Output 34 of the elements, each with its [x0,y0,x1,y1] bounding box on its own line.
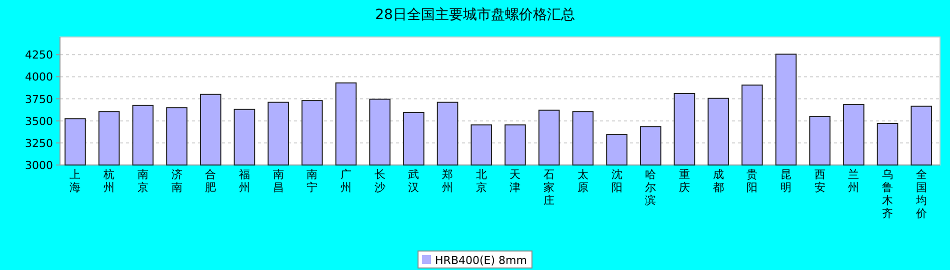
x-tick-label: 沈阳 [611,168,622,194]
y-tick-label: 4000 [25,70,53,84]
x-tick-label: 哈尔滨 [645,168,656,207]
x-tick-label: 南宁 [306,168,318,194]
y-tick-label: 4250 [25,48,53,62]
x-tick-label: 石家庄 [544,168,555,207]
x-tick-label: 合肥 [205,168,216,194]
x-tick-label: 武汉 [408,168,420,194]
x-tick-label: 兰州 [848,168,860,194]
x-tick-label: 南京 [137,168,148,194]
legend-label: HRB400(E) 8mm [435,254,527,267]
x-tick-label: 南昌 [272,168,284,194]
x-tick-label: 福州 [238,168,250,194]
x-tick-label: 济南 [171,168,182,194]
x-tick-label: 昆明 [780,168,792,194]
x-tick-label: 西安 [814,168,826,194]
y-tick-label: 3000 [25,159,53,172]
x-tick-label: 天津 [510,168,521,194]
x-tick-label: 全国均价 [914,168,927,220]
x-tick-label: 太原 [577,168,588,194]
x-tick-label: 郑州 [442,168,454,194]
x-tick-label: 成都 [712,168,724,194]
x-tick-label: 北京 [476,168,487,194]
x-tick-label: 长沙 [374,168,386,194]
chart-title: 28日全国主要城市盘螺价格汇总 [375,7,575,23]
x-tick-label: 广州 [340,168,352,194]
y-tick-label: 3250 [25,136,53,150]
x-tick-label: 乌鲁木齐 [882,168,894,220]
x-tick-label: 杭州 [102,168,115,194]
x-tick-label: 重庆 [678,168,690,194]
x-tick-label: 上海 [70,168,81,194]
x-tick-label: 贵阳 [746,168,758,194]
y-tick-label: 3750 [25,92,53,106]
y-tick-label: 3500 [25,114,53,128]
